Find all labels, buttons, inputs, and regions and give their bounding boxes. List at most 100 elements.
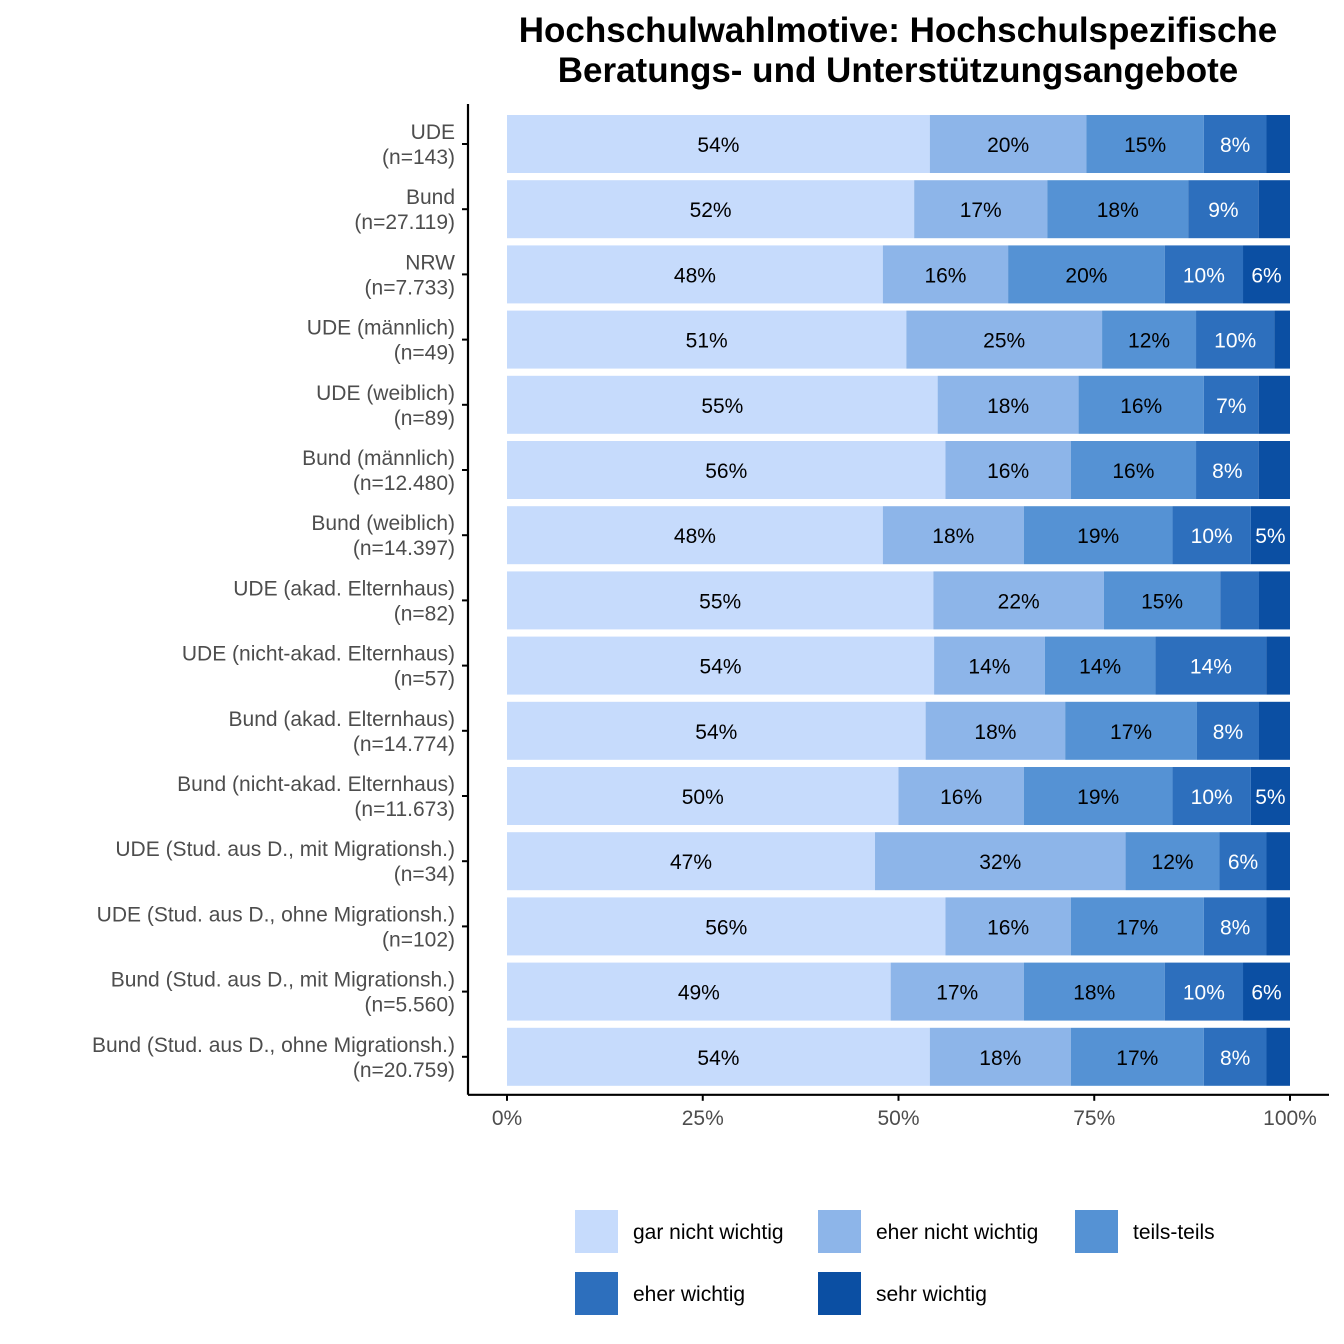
category-n-label: (n=34): [394, 863, 455, 886]
bar-segment-eher-nicht-wichtig-2: [914, 180, 1048, 239]
legend-key-eher-nicht-wichtig: [818, 1210, 861, 1253]
bar-segment-teils-teils-6: [1070, 441, 1197, 499]
segment-label-eher-nicht-wichtig-8: 22%: [998, 590, 1040, 613]
segment-label-teils-teils-3: 20%: [1065, 264, 1107, 287]
bar-segment-sehr-wichtig-9: [1266, 636, 1290, 695]
segment-labels-group: 54% 20% 15% 8% 52% 17% 18% 9% 48% 16% 20% 10% 6% 51% 2…: [670, 134, 1286, 1070]
bar-segment-gar-nicht-wichtig-9: [507, 636, 935, 695]
bar-segment-eher-nicht-wichtig-6: [945, 441, 1071, 499]
bar-segment-sehr-wichtig-1: [1266, 115, 1290, 173]
bar-segment-eher-wichtig-1: [1203, 115, 1267, 173]
bar-segment-eher-nicht-wichtig-10: [925, 701, 1066, 760]
segment-label-gar-nicht-wichtig-1: 54%: [697, 134, 739, 157]
segment-label-teils-teils-7: 19%: [1077, 525, 1119, 548]
category-label: Bund (Stud. aus D., ohne Migrationsh.): [92, 1034, 455, 1057]
segment-label-teils-teils-8: 15%: [1141, 590, 1183, 613]
bar-segment-sehr-wichtig-2: [1258, 180, 1290, 239]
category-n-label: (n=49): [394, 342, 455, 365]
segment-label-eher-nicht-wichtig-14: 17%: [936, 982, 978, 1005]
segment-label-teils-teils-13: 17%: [1116, 916, 1158, 939]
bar-segment-gar-nicht-wichtig-13: [507, 897, 946, 956]
bar-segment-sehr-wichtig-5: [1258, 375, 1290, 434]
segment-label-teils-teils-1: 15%: [1124, 134, 1166, 157]
segment-label-sehr-wichtig-11: 5%: [1255, 786, 1285, 809]
segment-label-eher-nicht-wichtig-5: 18%: [987, 395, 1029, 418]
category-n-label: (n=102): [382, 928, 455, 951]
segment-label-eher-wichtig-2: 9%: [1208, 199, 1238, 222]
legend-key-eher-wichtig: [575, 1272, 618, 1315]
bar-segment-teils-teils-11: [1023, 767, 1173, 825]
legend-key-teils-teils: [1075, 1210, 1118, 1253]
category-n-label: (n=143): [382, 146, 455, 169]
segment-label-eher-wichtig-3: 10%: [1183, 264, 1225, 287]
segment-label-eher-wichtig-10: 8%: [1213, 721, 1243, 744]
category-label: Bund (akad. Elternhaus): [229, 708, 455, 731]
x-tick-label: 25%: [682, 1107, 724, 1130]
category-n-label: (n=12.480): [353, 472, 455, 495]
bar-segment-gar-nicht-wichtig-1: [507, 115, 930, 173]
bar-segment-teils-teils-2: [1047, 180, 1189, 239]
category-n-label: (n=82): [394, 602, 455, 625]
bar-segment-eher-nicht-wichtig-3: [882, 245, 1009, 304]
segment-label-gar-nicht-wichtig-4: 51%: [686, 330, 728, 353]
bar-segment-eher-wichtig-4: [1196, 310, 1275, 369]
bar-segment-gar-nicht-wichtig-10: [507, 701, 926, 760]
bar-segment-eher-wichtig-10: [1196, 701, 1259, 760]
bar-segment-eher-wichtig-3: [1164, 245, 1244, 304]
x-tick-label: 0%: [492, 1107, 522, 1130]
bar-segment-sehr-wichtig-7: [1250, 506, 1290, 565]
segment-label-teils-teils-15: 17%: [1116, 1047, 1158, 1070]
x-tick-label: 50%: [877, 1107, 919, 1130]
bar-segment-sehr-wichtig-14: [1243, 962, 1290, 1021]
category-n-label: (n=7.733): [365, 276, 455, 299]
x-tick-label: 75%: [1073, 1107, 1115, 1130]
bar-segment-teils-teils-8: [1103, 571, 1221, 630]
legend-label-teils-teils: teils-teils: [1133, 1221, 1215, 1244]
bar-segment-gar-nicht-wichtig-2: [507, 180, 915, 239]
bar-segment-eher-nicht-wichtig-13: [945, 897, 1071, 956]
segment-label-eher-wichtig-6: 8%: [1212, 460, 1242, 483]
segment-label-gar-nicht-wichtig-5: 55%: [701, 395, 743, 418]
segment-label-eher-nicht-wichtig-11: 16%: [940, 786, 982, 809]
segment-label-gar-nicht-wichtig-6: 56%: [705, 460, 747, 483]
legend: gar nicht wichtig eher nicht wichtig teils…: [575, 1210, 1215, 1315]
segment-label-sehr-wichtig-7: 5%: [1255, 525, 1285, 548]
category-n-label: (n=57): [394, 668, 455, 691]
x-axis-ticks: 0% 25% 50% 75% 100%: [492, 1094, 1317, 1130]
bar-segment-teils-teils-3: [1008, 245, 1165, 304]
segment-label-eher-wichtig-13: 8%: [1220, 916, 1250, 939]
segment-label-gar-nicht-wichtig-9: 54%: [700, 656, 742, 679]
bar-segment-sehr-wichtig-12: [1266, 832, 1290, 891]
bar-segment-eher-wichtig-8: [1220, 571, 1259, 630]
bar-segment-teils-teils-15: [1070, 1027, 1204, 1086]
segment-label-teils-teils-6: 16%: [1112, 460, 1154, 483]
bar-segment-gar-nicht-wichtig-5: [507, 375, 938, 434]
bar-segment-eher-wichtig-12: [1219, 832, 1267, 891]
category-n-label: (n=14.774): [353, 733, 455, 756]
bar-segment-eher-wichtig-14: [1164, 962, 1244, 1021]
bar-segment-eher-nicht-wichtig-9: [934, 636, 1045, 695]
bar-segment-eher-wichtig-6: [1196, 441, 1259, 499]
bar-segment-teils-teils-12: [1125, 832, 1220, 891]
category-n-label: (n=5.560): [365, 994, 455, 1017]
bar-segment-gar-nicht-wichtig-4: [507, 310, 907, 369]
bar-segment-eher-nicht-wichtig-15: [929, 1027, 1071, 1086]
segment-label-eher-wichtig-1: 8%: [1220, 134, 1250, 157]
segment-label-teils-teils-5: 16%: [1120, 395, 1162, 418]
bar-segment-eher-wichtig-15: [1203, 1027, 1267, 1086]
category-n-label: (n=11.673): [354, 798, 455, 821]
chart-subtitle: Beratungs- und Unterstützungsangebote: [558, 51, 1239, 90]
legend-key-gar-nicht-wichtig: [575, 1210, 618, 1253]
bar-segment-sehr-wichtig-11: [1250, 767, 1290, 825]
bar-segment-sehr-wichtig-13: [1266, 897, 1290, 956]
category-label: NRW: [405, 251, 455, 274]
bar-segment-sehr-wichtig-3: [1243, 245, 1290, 304]
segment-label-eher-wichtig-5: 7%: [1216, 395, 1246, 418]
bar-segment-eher-nicht-wichtig-8: [933, 571, 1104, 630]
segment-label-eher-nicht-wichtig-2: 17%: [960, 199, 1002, 222]
segment-label-eher-nicht-wichtig-10: 18%: [974, 721, 1016, 744]
bar-segment-sehr-wichtig-15: [1266, 1027, 1290, 1086]
bar-segment-eher-wichtig-9: [1155, 636, 1267, 695]
y-axis-labels: UDE(n=143) Bund(n=27.119) NRW(n=7.733) UDE …: [92, 121, 455, 1082]
